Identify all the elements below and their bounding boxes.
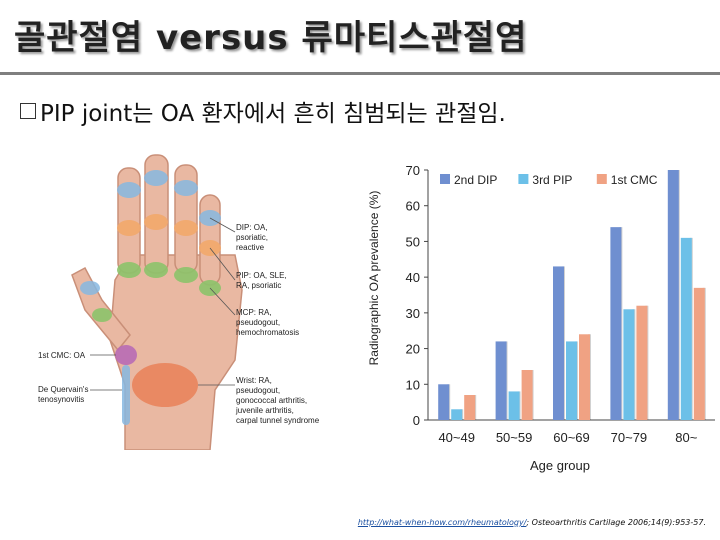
x-tick-label: 40~49: [438, 430, 475, 445]
cmc-label: 1st CMC: OA: [38, 351, 86, 360]
legend-swatch: [440, 174, 450, 184]
y-tick-label: 30: [406, 306, 420, 321]
x-tick-label: 50~59: [496, 430, 533, 445]
y-tick-label: 70: [406, 163, 420, 178]
bar-2nd-dip: [553, 266, 564, 420]
bar-3rd-pip: [508, 391, 520, 420]
bullet-text: PIP joint는 OA 환자에서 흔히 침범되는 관절임.: [40, 101, 506, 127]
pip-label: PIP: OA, SLE, RA, psoriatic: [236, 271, 289, 290]
bar-3rd-pip: [680, 237, 692, 420]
bar-3rd-pip: [451, 409, 463, 420]
bar-2nd-dip: [495, 341, 507, 420]
bar-1st-cmc: [636, 305, 648, 420]
legend-swatch: [596, 174, 607, 184]
x-tick-label: 60~69: [553, 430, 590, 445]
citation-link[interactable]: http://what-when-how.com/rheumatology/: [357, 518, 527, 527]
x-tick-label: 70~79: [611, 430, 648, 445]
y-tick-label: 10: [406, 377, 420, 392]
bar-1st-cmc: [693, 287, 705, 420]
legend-swatch: [518, 174, 529, 184]
y-tick-label: 20: [406, 342, 420, 357]
hand-illustration: DIP: OA, psoriatic, reactive PIP: OA, SL…: [38, 154, 320, 450]
legend-label: 3rd PIP: [532, 173, 572, 187]
bar-1st-cmc: [521, 370, 533, 420]
bar-3rd-pip: [623, 309, 635, 420]
citation: http://what-when-how.com/rheumatology/; …: [358, 518, 706, 527]
y-tick-label: 40: [406, 270, 420, 285]
y-tick-label: 60: [406, 199, 420, 214]
prevalence-bar-chart: Radiographic OA prevalence (%) Age group…: [367, 163, 715, 473]
callout-lines: [90, 217, 236, 391]
slide-title: 골관절염 versus 류마티스관절염: [14, 18, 528, 58]
bullet-point: PIP joint는 OA 환자에서 흔히 침범되는 관절임.: [20, 94, 506, 128]
chart-legend: 2nd DIP 3rd PIP 1st CMC: [440, 173, 658, 187]
citation-text: ; Osteoarthritis Cartilage 2006;14(9):95…: [526, 518, 706, 527]
mcp-joints: [92, 262, 221, 322]
chart-ylabel: Radiographic OA prevalence (%): [367, 191, 381, 366]
chart-xlabel: Age group: [530, 458, 590, 473]
dequervain-label: De Quervain's tenosynovitis: [38, 385, 91, 404]
title-divider: [0, 72, 720, 75]
bar-2nd-dip: [610, 227, 622, 420]
mcp-label: MCP: RA, pseudogout, hemochromatosis: [236, 308, 299, 337]
y-tick-label: 0: [413, 413, 420, 428]
bar-3rd-pip: [566, 341, 577, 420]
cmc-joint: [115, 345, 137, 365]
chart-plot-area: 0 10 20 30 40 50 60 70 40~49 50~59 60~69 70~79 80~: [406, 163, 715, 445]
bullet-box-icon: [20, 103, 36, 119]
bar-2nd-dip: [667, 170, 679, 420]
legend-label: 2nd DIP: [454, 173, 497, 187]
bar-1st-cmc: [464, 395, 476, 420]
y-tick-label: 50: [406, 234, 420, 249]
bar-2nd-dip: [438, 384, 450, 420]
wrist-label: Wrist: RA, pseudogout, gonococcal arthri…: [235, 376, 320, 425]
dip-label: DIP: OA, psoriatic, reactive: [236, 223, 270, 252]
bar-1st-cmc: [579, 334, 590, 420]
wrist-joint: [132, 363, 198, 407]
x-tick-label: 80~: [675, 430, 697, 445]
legend-label: 1st CMC: [611, 173, 658, 187]
dequervain-tendon: [122, 365, 130, 425]
